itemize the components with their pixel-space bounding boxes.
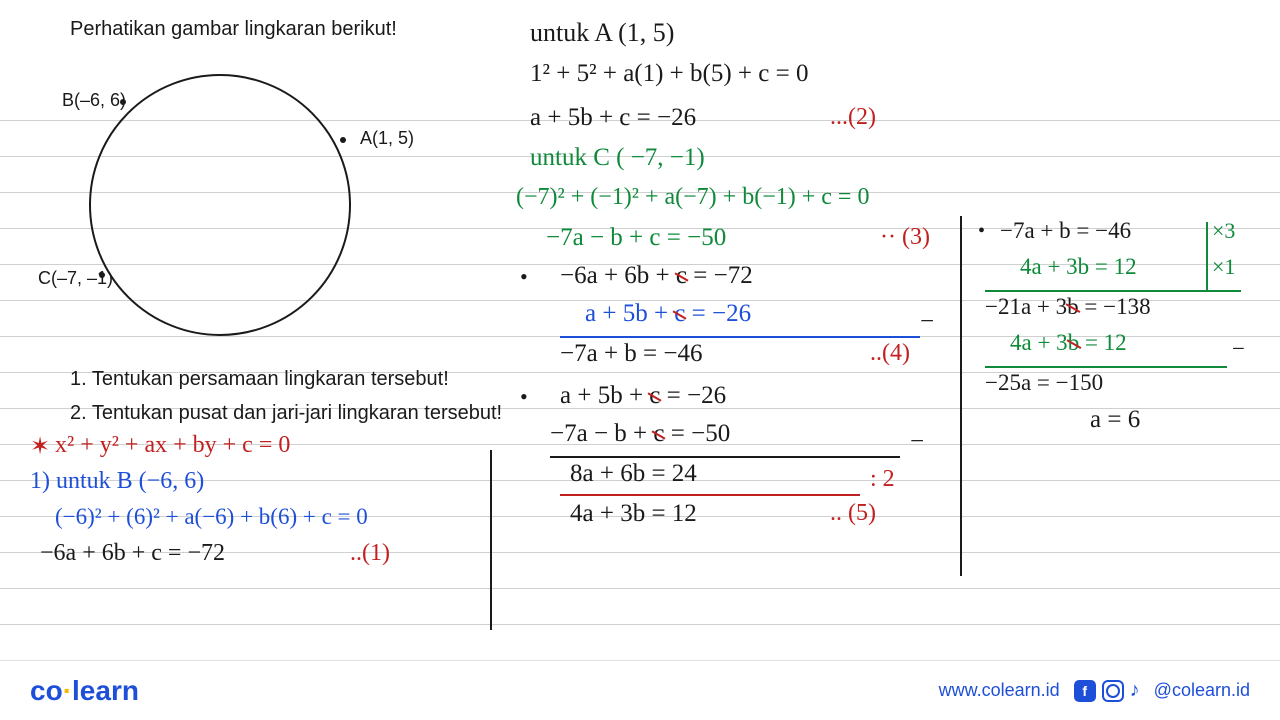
eq3-num: ·· (3) xyxy=(880,224,930,251)
strike-b-1: b xyxy=(1067,294,1079,319)
bullet-2: • xyxy=(520,384,528,410)
eq1-num: ..(1) xyxy=(350,540,390,567)
elim2-uline xyxy=(560,494,860,496)
facebook-icon: f xyxy=(1074,680,1096,702)
elim2-row1: a + 5b + c = −26 xyxy=(560,382,726,410)
social-icons: f ♪ xyxy=(1074,679,1140,702)
strike-b-2: b xyxy=(1068,330,1080,355)
bullet-r: • xyxy=(978,220,985,243)
r-line1 xyxy=(985,290,1241,292)
problem-title: Perhatikan gambar lingkaran berikut! xyxy=(70,18,397,41)
gen-eq-star: ✶ xyxy=(30,432,50,461)
strike-c-1: c xyxy=(676,262,687,289)
a-expand: 1² + 5² + a(1) + b(5) + c = 0 xyxy=(530,60,808,88)
brand-logo: co·learn xyxy=(30,675,139,707)
bullet-1: • xyxy=(520,264,528,290)
div2: : 2 xyxy=(870,466,895,493)
footer-handle: @colearn.id xyxy=(1154,680,1250,701)
elim2-line xyxy=(550,456,900,458)
elim2-row2: −7a − b + c = −50 xyxy=(550,420,730,448)
untuk-a: untuk A (1, 5) xyxy=(530,18,674,48)
step1-header: 1) untuk B (−6, 6) xyxy=(30,468,204,495)
r1-mult: ×3 xyxy=(1212,218,1235,244)
r6: a = 6 xyxy=(1090,406,1140,434)
strike-c-4: c xyxy=(653,420,664,447)
r-line2 xyxy=(985,366,1227,368)
elim1-minus: − xyxy=(920,308,934,336)
strike-c-3: c xyxy=(649,382,660,409)
instagram-icon xyxy=(1102,680,1124,702)
r2-mult: ×1 xyxy=(1212,254,1235,280)
elim2-result: 8a + 6b = 24 xyxy=(570,460,697,488)
point-c-label: C(–7, –1) xyxy=(38,268,113,289)
question-1: 1. Tentukan persamaan lingkaran tersebut… xyxy=(70,368,449,391)
untuk-c: untuk C ( −7, −1) xyxy=(530,144,705,172)
divider-2 xyxy=(960,216,962,576)
eq4: −7a + b = −46 xyxy=(560,340,703,368)
divider-1 xyxy=(490,450,492,630)
eq2-num: ...(2) xyxy=(830,104,876,131)
strike-c-2: c xyxy=(674,300,685,327)
brand-learn: learn xyxy=(72,675,139,706)
r1: −7a + b = −46 xyxy=(1000,218,1131,244)
c-expand: (−7)² + (−1)² + a(−7) + b(−1) + c = 0 xyxy=(516,184,869,211)
r4: 4a + 3b = 12 xyxy=(1010,330,1127,356)
eq1: −6a + 6b + c = −72 xyxy=(40,540,225,567)
brand-dot-icon: · xyxy=(63,675,72,706)
r2: 4a + 3b = 12 xyxy=(1020,254,1137,280)
point-b-label: B(–6, 6) xyxy=(62,90,126,111)
eq5: 4a + 3b = 12 xyxy=(570,500,697,528)
step1-expand: (−6)² + (6)² + a(−6) + b(6) + c = 0 xyxy=(55,504,368,530)
r4-minus: − xyxy=(1232,336,1245,362)
gen-eq: x² + y² + ax + by + c = 0 xyxy=(55,432,290,459)
eq4-num: ..(4) xyxy=(870,340,910,367)
eq3: −7a − b + c = −50 xyxy=(546,224,726,252)
elim1-line xyxy=(560,336,920,338)
eq2: a + 5b + c = −26 xyxy=(530,104,696,132)
elim1-row2: a + 5b + c = −26 xyxy=(585,300,751,328)
tiktok-icon: ♪ xyxy=(1130,679,1140,702)
r3: −21a + 3b = −138 xyxy=(985,294,1151,320)
eq5-num: .. (5) xyxy=(830,500,876,527)
r-mult-bar xyxy=(1206,222,1208,292)
r5: −25a = −150 xyxy=(985,370,1103,396)
footer: co·learn www.colearn.id f ♪ @colearn.id xyxy=(0,660,1280,720)
elim1-row1: −6a + 6b + c = −72 xyxy=(560,262,753,290)
elim2-minus: − xyxy=(910,428,924,456)
footer-url: www.colearn.id xyxy=(939,680,1060,701)
point-a-label: A(1, 5) xyxy=(360,128,414,149)
question-2: 2. Tentukan pusat dan jari-jari lingkara… xyxy=(70,402,502,425)
brand-co: co xyxy=(30,675,63,706)
footer-right: www.colearn.id f ♪ @colearn.id xyxy=(939,679,1250,702)
